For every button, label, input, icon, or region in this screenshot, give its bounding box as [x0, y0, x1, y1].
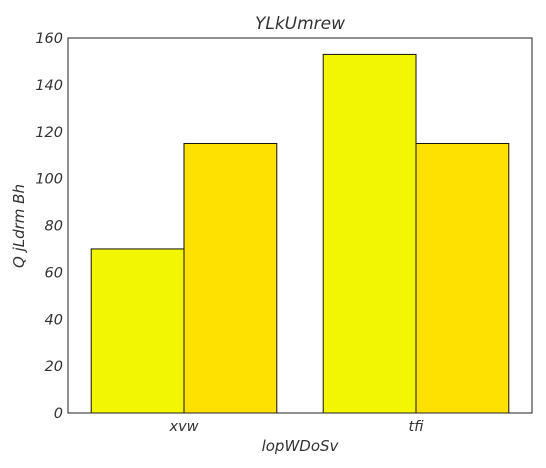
bar-tfi-series-2 — [415, 142, 510, 414]
chart-title: YLkUmrew — [255, 14, 345, 34]
bar-xvw-series-2 — [183, 142, 278, 414]
x-tick-label: tfi — [408, 419, 424, 435]
x-axis-label: lopWDoSv — [262, 437, 340, 455]
y-axis-label: Q jLdrm Bh — [10, 184, 28, 268]
x-tick-label: xvw — [168, 419, 198, 435]
y-tick-label: 0 — [54, 406, 63, 422]
y-axis-ticks: 0 20 40 60 80 100 120 140 160 — [35, 31, 63, 422]
y-tick-label: 160 — [35, 31, 63, 47]
bars — [90, 53, 510, 414]
y-tick-label: 80 — [45, 219, 63, 235]
y-tick-label: 100 — [35, 172, 63, 188]
y-tick-label: 40 — [45, 312, 63, 328]
y-tick-label: 60 — [45, 265, 63, 281]
x-axis-ticks: xvw tfi — [168, 419, 424, 435]
bar-xvw-series-1 — [90, 248, 185, 414]
y-tick-label: 20 — [45, 359, 63, 375]
bar-tfi-series-1 — [322, 53, 417, 414]
y-tick-label: 120 — [35, 125, 63, 141]
plot-frame — [67, 37, 533, 414]
y-tick-label: 140 — [35, 78, 63, 94]
